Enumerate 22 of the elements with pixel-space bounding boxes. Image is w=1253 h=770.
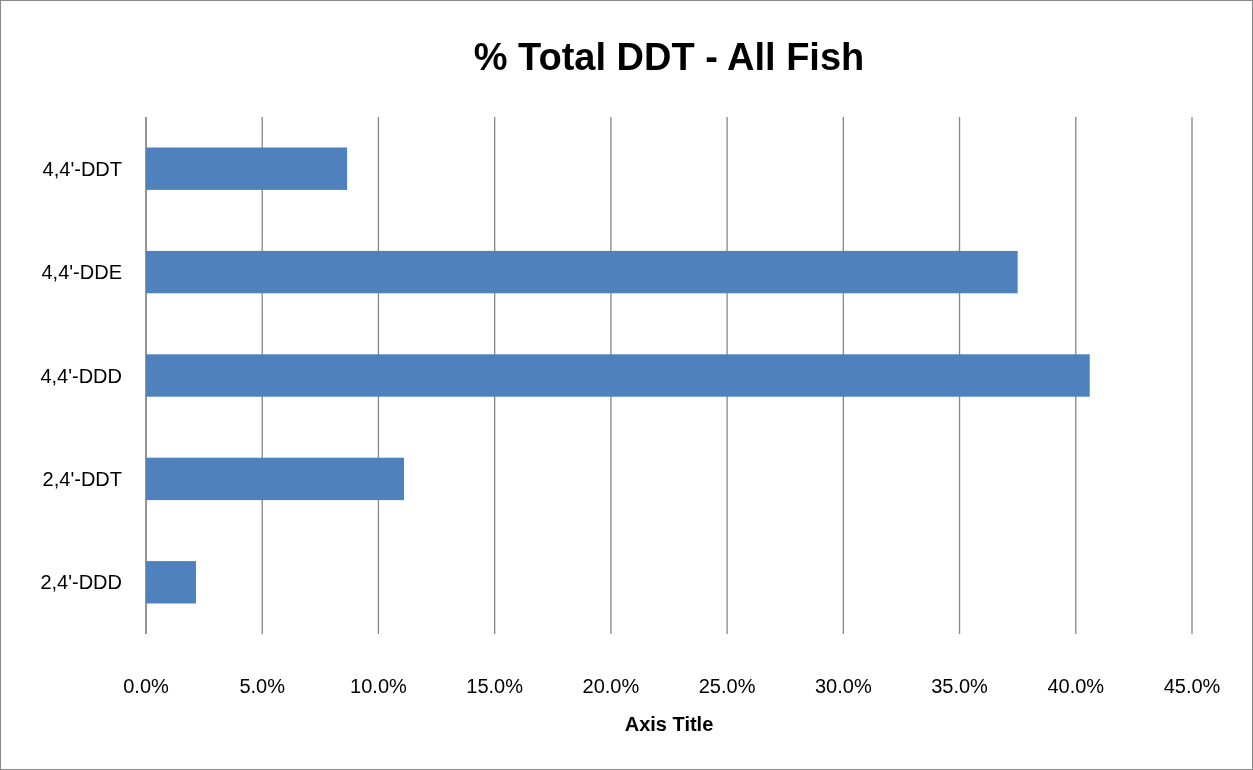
bar — [146, 250, 1018, 294]
x-tick-label: 30.0% — [814, 675, 872, 697]
bar — [146, 354, 1090, 397]
y-tick-label: 2,4'-DDT — [42, 467, 122, 490]
y-tick-label: 4,4'-DDE — [41, 261, 122, 284]
bar — [146, 457, 405, 501]
x-tick-label: 10.0% — [350, 675, 408, 697]
y-tick-label: 4,4'-DDT — [42, 157, 122, 180]
x-axis-title: Axis Title — [624, 713, 714, 735]
x-tick-label: 0.0% — [123, 675, 170, 697]
x-tick-label: 25.0% — [698, 675, 756, 697]
x-tick-label: 5.0% — [239, 675, 286, 697]
x-tick-label: 15.0% — [466, 675, 524, 697]
x-tick-label: 45.0% — [1163, 675, 1221, 697]
chart-title: % Total DDT - All Fish — [473, 36, 865, 78]
x-tick-label: 40.0% — [1047, 675, 1105, 697]
y-tick-label: 4,4'-DDD — [40, 364, 122, 387]
bar — [146, 561, 196, 604]
x-tick-label: 20.0% — [582, 675, 640, 697]
x-tick-label: 35.0% — [931, 675, 989, 697]
y-tick-label: 2,4'-DDD — [40, 571, 122, 594]
bar — [146, 147, 348, 190]
